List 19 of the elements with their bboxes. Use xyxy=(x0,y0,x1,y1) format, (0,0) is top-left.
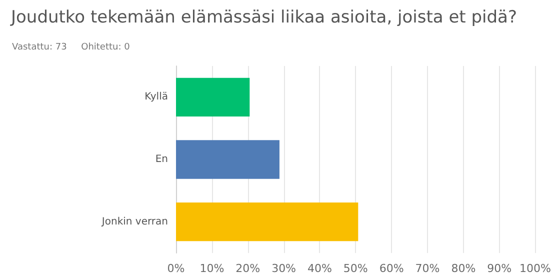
y-tick-label: Kyllä xyxy=(144,92,168,103)
y-tick-label: En xyxy=(155,154,168,165)
text: Vastattu: 73 Ohitettu: 0 xyxy=(12,42,130,52)
x-tick-label: 0% xyxy=(167,262,185,275)
x-tick-label: 100% xyxy=(520,262,552,275)
y-tick-label: Jonkin verran xyxy=(100,216,168,228)
x-tick-label: 30% xyxy=(272,262,296,275)
x-tick-label: 70% xyxy=(415,262,440,275)
x-tick-label: 90% xyxy=(487,262,512,275)
x-tick-label: 60% xyxy=(379,262,404,275)
x-tick-label: 80% xyxy=(451,262,476,275)
bar xyxy=(176,202,358,242)
bar xyxy=(176,140,280,179)
x-tick-label: 10% xyxy=(200,262,224,275)
chart-title: Joudutko tekemään elämässäsi liikaa asioita, joista et pidä? xyxy=(10,8,517,28)
bar xyxy=(176,78,250,116)
x-tick-label: 50% xyxy=(343,262,368,275)
x-tick-label: 20% xyxy=(236,262,260,275)
x-tick-label: 40% xyxy=(307,262,332,275)
